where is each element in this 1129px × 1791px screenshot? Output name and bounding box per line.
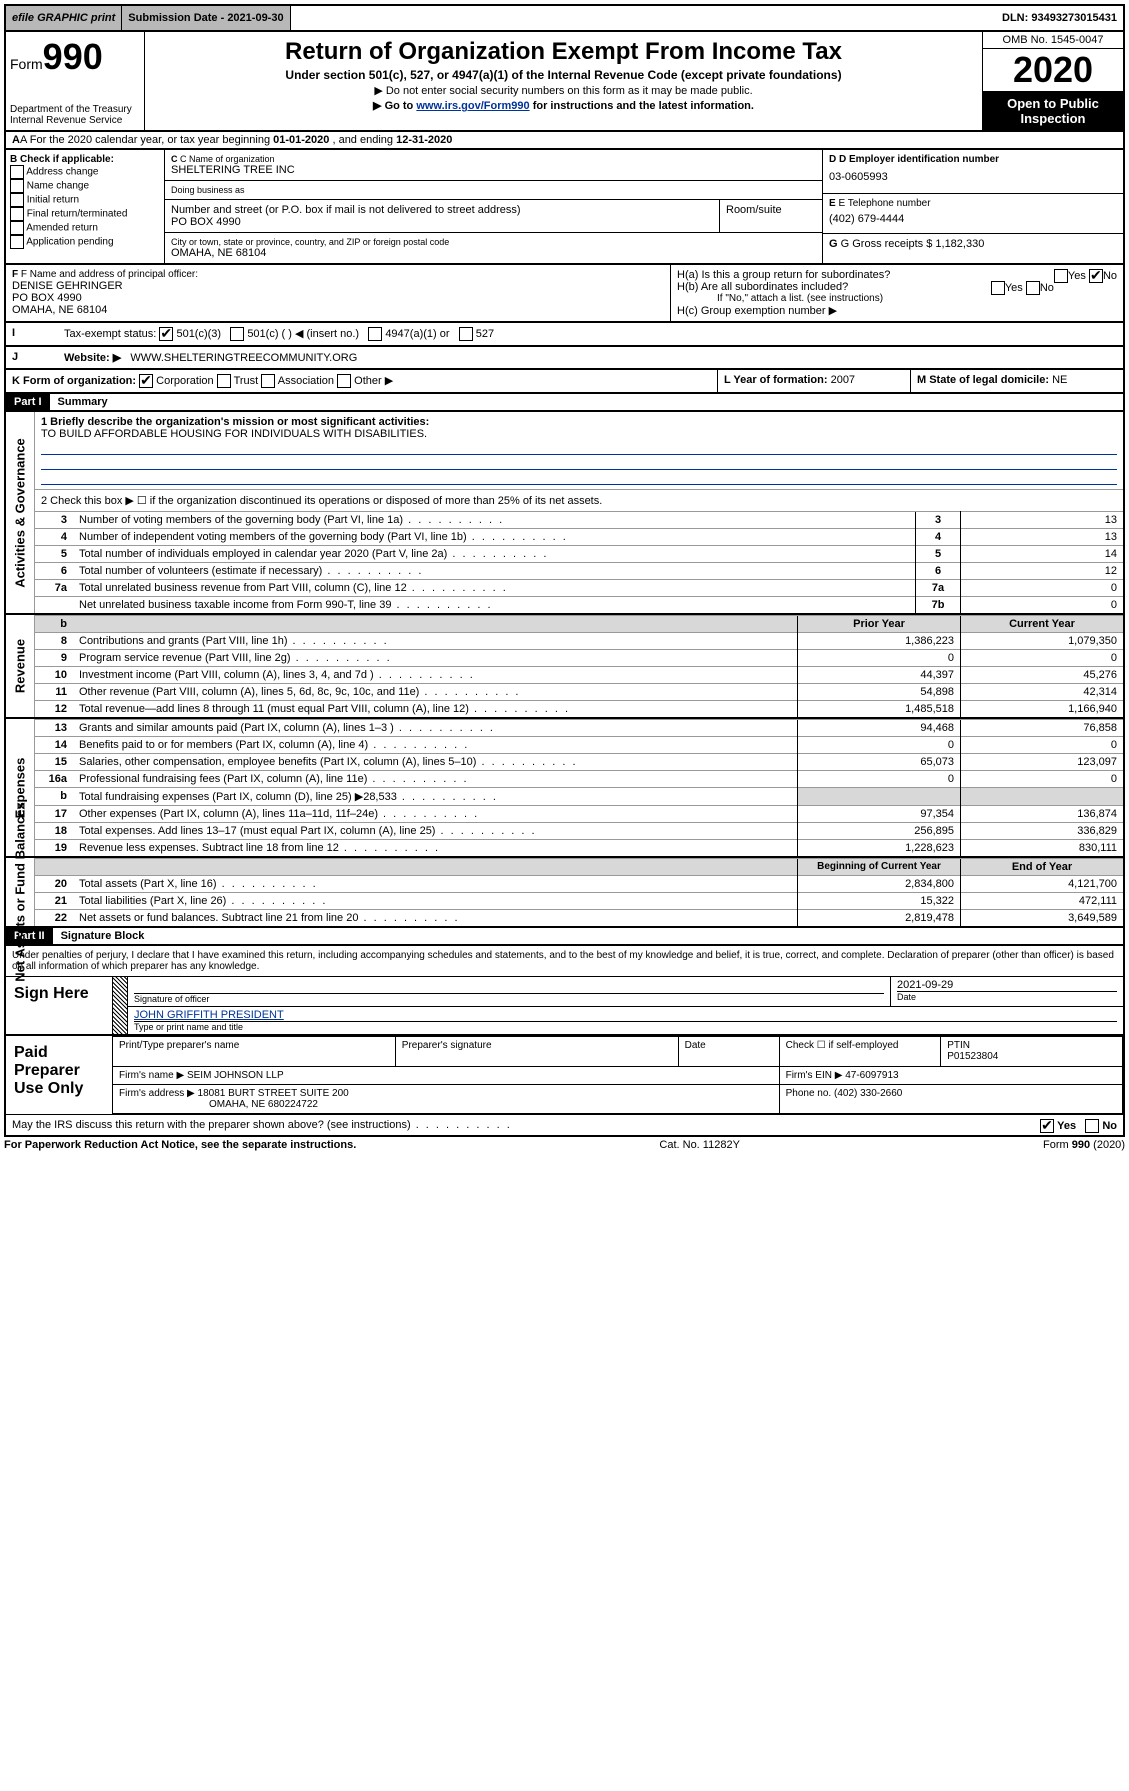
omb-number: OMB No. 1545-0047 (983, 32, 1123, 49)
summary-line-5: 5Total number of individuals employed in… (35, 546, 1123, 563)
summary-line-3: 3Number of voting members of the governi… (35, 512, 1123, 529)
discuss-yes-checkbox[interactable] (1040, 1119, 1054, 1133)
dba-block: Doing business as (165, 181, 822, 200)
tab-revenue: Revenue (13, 639, 28, 693)
tax-year: 2020 (983, 49, 1123, 92)
summary-line-22: 22Net assets or fund balances. Subtract … (35, 910, 1123, 927)
checkbox-final-return-terminated[interactable]: Final return/terminated (10, 207, 160, 221)
summary-line-21: 21Total liabilities (Part X, line 26)15,… (35, 893, 1123, 910)
preparer-table: Print/Type preparer's name Preparer's si… (112, 1036, 1123, 1114)
sign-arrow-icon (112, 977, 128, 1034)
dln-label: DLN: 93493273015431 (996, 6, 1123, 30)
open-to-public: Open to Public Inspection (983, 92, 1123, 130)
summary-line-6: 6Total number of volunteers (estimate if… (35, 563, 1123, 580)
city-block: City or town, state or province, country… (165, 232, 822, 263)
summary-line-13: 13Grants and similar amounts paid (Part … (35, 720, 1123, 737)
form-title: Return of Organization Exempt From Incom… (153, 38, 974, 66)
checkbox-initial-return[interactable]: Initial return (10, 193, 160, 207)
summary-line-15: 15Salaries, other compensation, employee… (35, 754, 1123, 771)
summary-line-b: bTotal fundraising expenses (Part IX, co… (35, 788, 1123, 806)
checkbox-address-change[interactable]: Address change (10, 165, 160, 179)
summary-line-9: 9Program service revenue (Part VIII, lin… (35, 650, 1123, 667)
summary-line-7a: 7aTotal unrelated business revenue from … (35, 580, 1123, 597)
form-header: Form990 Department of the Treasury Inter… (4, 30, 1125, 132)
summary-line-18: 18Total expenses. Add lines 13–17 (must … (35, 823, 1123, 840)
part-ii-header: Part II Signature Block (4, 928, 1125, 946)
form-of-org-row: K Form of organization: Corporation Trus… (4, 370, 1125, 394)
principal-officer: F F Name and address of principal office… (6, 265, 671, 321)
summary-line-19: 19Revenue less expenses. Subtract line 1… (35, 840, 1123, 857)
identity-block: B Check if applicable: Address change Na… (4, 150, 1125, 265)
ssn-warning: ▶ Do not enter social security numbers o… (153, 84, 974, 97)
summary-line-11: 11Other revenue (Part VIII, column (A), … (35, 684, 1123, 701)
officer-name: JOHN GRIFFITH PRESIDENT (134, 1009, 1117, 1021)
summary-line-12: 12Total revenue—add lines 8 through 11 (… (35, 701, 1123, 718)
signature-block: Under penalties of perjury, I declare th… (4, 946, 1125, 1137)
efile-print-button[interactable]: efile GRAPHIC print (6, 6, 122, 30)
street-block: Number and street (or P.O. box if mail i… (165, 200, 720, 232)
submission-date: Submission Date - 2021-09-30 (122, 6, 290, 30)
mission-text: TO BUILD AFFORDABLE HOUSING FOR INDIVIDU… (41, 428, 427, 440)
checkbox-application-pending[interactable]: Application pending (10, 235, 160, 249)
summary-line-17: 17Other expenses (Part IX, column (A), l… (35, 806, 1123, 823)
top-toolbar: efile GRAPHIC print Submission Date - 20… (4, 4, 1125, 30)
tab-net-assets: Net Assets or Fund Balances (13, 802, 28, 981)
paid-preparer-label: Paid Preparer Use Only (6, 1036, 112, 1114)
sign-here-label: Sign Here (6, 977, 112, 1034)
summary-line-7b: Net unrelated business taxable income fr… (35, 597, 1123, 614)
irs-link[interactable]: www.irs.gov/Form990 (416, 100, 529, 112)
checkbox-name-change[interactable]: Name change (10, 179, 160, 193)
group-return-block: H(a) Is this a group return for subordin… (671, 265, 1123, 321)
activities-governance-section: Activities & Governance 1 Briefly descri… (4, 412, 1125, 615)
expenses-section: Expenses 13Grants and similar amounts pa… (4, 719, 1125, 858)
summary-line-10: 10Investment income (Part VIII, column (… (35, 667, 1123, 684)
form-number: Form990 (10, 36, 140, 78)
org-name-block: C C Name of organization SHELTERING TREE… (165, 150, 822, 181)
tab-governance: Activities & Governance (13, 438, 28, 588)
row-a-tax-year: AA For the 2020 calendar year, or tax ye… (4, 132, 1125, 150)
perjury-statement: Under penalties of perjury, I declare th… (6, 946, 1123, 976)
col-b-checkboxes: B Check if applicable: Address change Na… (6, 150, 165, 263)
ein-block: D D Employer identification number 03-06… (823, 150, 1123, 194)
revenue-section: Revenue b Prior Year Current Year 8Contr… (4, 615, 1125, 719)
discuss-no-checkbox[interactable] (1085, 1119, 1099, 1133)
summary-line-14: 14Benefits paid to or for members (Part … (35, 737, 1123, 754)
website-row: J Website: ▶ WWW.SHELTERINGTREECOMMUNITY… (4, 347, 1125, 370)
summary-line-4: 4Number of independent voting members of… (35, 529, 1123, 546)
gross-receipts: G G Gross receipts $ 1,182,330 (823, 234, 1123, 254)
summary-line-16a: 16aProfessional fundraising fees (Part I… (35, 771, 1123, 788)
phone-block: E E Telephone number (402) 679-4444 (823, 194, 1123, 234)
tax-exempt-row: I Tax-exempt status: 501(c)(3) 501(c) ( … (4, 323, 1125, 347)
summary-line-20: 20Total assets (Part X, line 16)2,834,80… (35, 876, 1123, 893)
room-suite: Room/suite (720, 200, 822, 232)
line-2: 2 Check this box ▶ ☐ if the organization… (35, 489, 1123, 511)
501c3-checkbox[interactable] (159, 327, 173, 341)
net-assets-section: Net Assets or Fund Balances Beginning of… (4, 858, 1125, 928)
goto-link-row: ▶ Go to www.irs.gov/Form990 for instruct… (153, 99, 974, 112)
discuss-row: May the IRS discuss this return with the… (6, 1114, 1123, 1135)
officer-group-block: F F Name and address of principal office… (4, 265, 1125, 323)
dept-treasury: Department of the Treasury Internal Reve… (10, 104, 132, 126)
form-subtitle: Under section 501(c), 527, or 4947(a)(1)… (153, 68, 974, 82)
checkbox-amended-return[interactable]: Amended return (10, 221, 160, 235)
page-footer: For Paperwork Reduction Act Notice, see … (4, 1137, 1125, 1153)
part-i-header: Part I Summary (4, 394, 1125, 412)
summary-line-8: 8Contributions and grants (Part VIII, li… (35, 633, 1123, 650)
